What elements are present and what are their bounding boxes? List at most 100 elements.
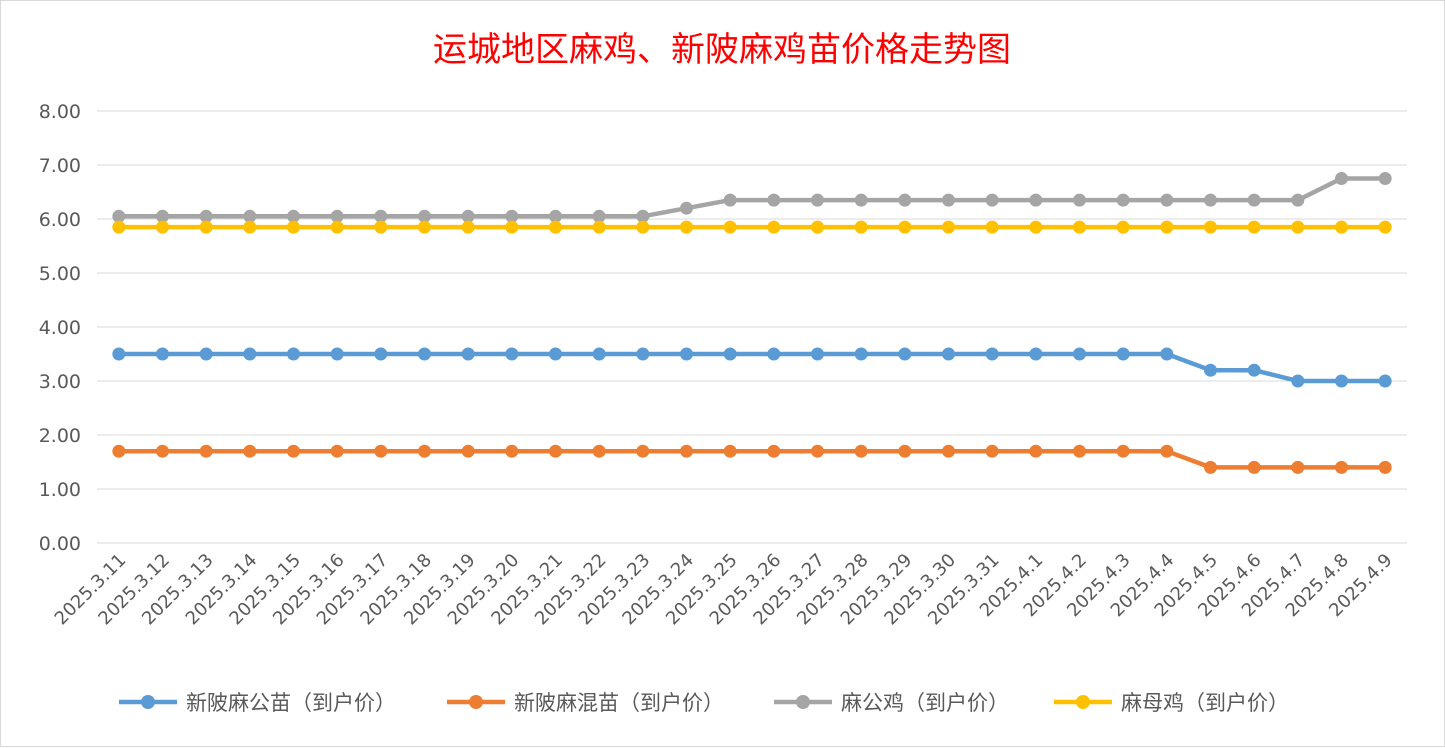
data-point: [461, 444, 475, 458]
data-point: [243, 347, 257, 361]
data-point: [1204, 193, 1217, 207]
data-point: [374, 347, 388, 361]
series-layer: [112, 172, 1392, 474]
legend-item: 新陂麻公苗（到户价）: [119, 691, 396, 715]
data-point: [287, 220, 300, 234]
data-point: [1029, 444, 1043, 458]
data-point: [592, 220, 606, 234]
data-point: [1029, 220, 1043, 234]
data-point: [636, 444, 650, 458]
data-point: [898, 193, 912, 207]
data-point: [1291, 193, 1305, 207]
y-tick-label: 0.00: [39, 533, 81, 555]
data-point: [549, 220, 562, 234]
data-point: [723, 347, 737, 361]
data-point: [636, 347, 650, 361]
data-point: [811, 347, 824, 361]
data-point: [1073, 444, 1086, 458]
data-point: [549, 347, 562, 361]
data-point: [112, 444, 126, 458]
data-point: [1073, 193, 1086, 207]
data-point: [854, 220, 868, 234]
data-point: [549, 444, 562, 458]
data-point: [1335, 460, 1348, 474]
data-point: [505, 220, 519, 234]
data-point: [505, 444, 519, 458]
legend-item: 麻母鸡（到户价）: [1054, 691, 1289, 715]
data-point: [1378, 172, 1392, 185]
legend-item: 麻公鸡（到户价）: [774, 691, 1009, 715]
series-0: [112, 347, 1392, 388]
data-point: [505, 347, 519, 361]
data-point: [1335, 220, 1348, 234]
data-point: [1335, 374, 1348, 388]
data-point: [199, 209, 213, 223]
data-point: [592, 444, 606, 458]
data-point: [898, 220, 912, 234]
series-line: [118, 351, 1386, 384]
data-point: [549, 209, 562, 223]
data-point: [680, 201, 693, 215]
data-point: [1204, 363, 1217, 377]
data-point: [199, 220, 213, 234]
data-point: [1116, 220, 1130, 234]
data-point: [636, 209, 650, 223]
data-point: [898, 347, 912, 361]
data-point: [1116, 193, 1130, 207]
series-line: [118, 176, 1386, 219]
data-point: [1291, 374, 1305, 388]
legend: 新陂麻公苗（到户价） 新陂麻混苗（到户价） 麻公鸡（到户价） 麻母鸡（到户价）: [119, 691, 1289, 715]
data-point: [418, 220, 431, 234]
series-line: [118, 448, 1386, 470]
data-point: [1247, 220, 1261, 234]
y-tick-label: 1.00: [39, 479, 81, 501]
series-2: [112, 172, 1392, 223]
data-point: [1160, 193, 1174, 207]
data-point: [1073, 220, 1086, 234]
chart-title: 运城地区麻鸡、新陂麻鸡苗价格走势图: [433, 30, 1011, 70]
data-point: [243, 209, 257, 223]
data-point: [985, 220, 999, 234]
data-point: [723, 220, 737, 234]
data-point: [942, 347, 955, 361]
data-point: [156, 209, 169, 223]
data-point: [199, 444, 213, 458]
data-point: [811, 193, 824, 207]
y-axis: 0.00 1.00 2.00 3.00 4.00 5.00 6.00 7.00 8.00: [39, 101, 81, 555]
x-axis: 2025.3.112025.3.122025.3.132025.3.142025…: [51, 550, 1397, 630]
data-point: [461, 220, 475, 234]
data-point: [1247, 460, 1261, 474]
data-point: [898, 444, 912, 458]
data-point: [112, 209, 126, 223]
legend-marker: [1076, 695, 1090, 709]
data-point: [942, 444, 955, 458]
data-point: [767, 193, 781, 207]
data-point: [854, 444, 868, 458]
grid-layer: [97, 110, 1407, 544]
series-3: [112, 220, 1392, 234]
data-point: [1116, 444, 1130, 458]
data-point: [330, 209, 344, 223]
data-point: [156, 220, 169, 234]
data-point: [199, 347, 213, 361]
data-point: [1160, 220, 1174, 234]
data-point: [374, 209, 388, 223]
y-tick-label: 3.00: [39, 371, 81, 393]
data-point: [112, 347, 126, 361]
data-point: [330, 347, 344, 361]
y-tick-label: 8.00: [39, 101, 81, 123]
data-point: [1073, 347, 1086, 361]
data-point: [680, 220, 693, 234]
data-point: [374, 444, 388, 458]
data-point: [985, 193, 999, 207]
data-point: [811, 220, 824, 234]
data-point: [942, 193, 955, 207]
y-tick-label: 5.00: [39, 263, 81, 285]
data-point: [1378, 220, 1392, 234]
legend-label: 麻母鸡（到户价）: [1121, 691, 1289, 715]
data-point: [767, 220, 781, 234]
data-point: [418, 209, 431, 223]
data-point: [985, 444, 999, 458]
data-point: [811, 444, 824, 458]
